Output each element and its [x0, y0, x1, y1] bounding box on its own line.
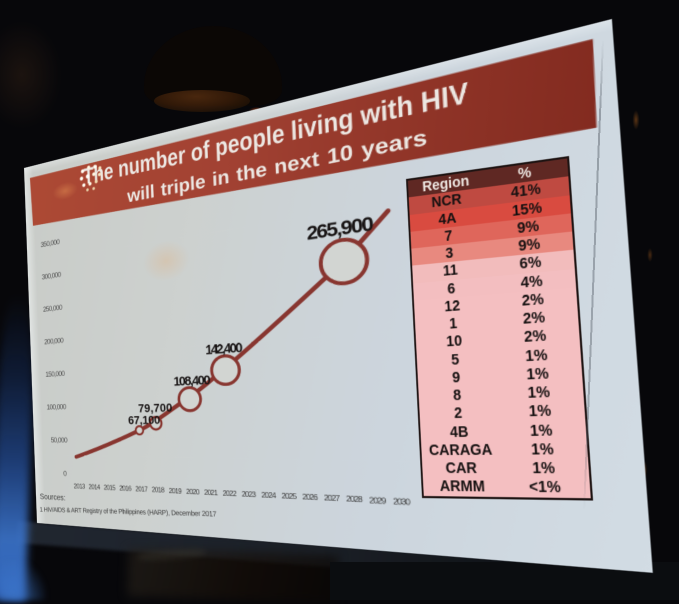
svg-text:50,000: 50,000: [51, 437, 68, 445]
svg-text:2028: 2028: [346, 496, 363, 505]
svg-text:2029: 2029: [369, 497, 387, 507]
svg-text:108,400: 108,400: [173, 374, 211, 390]
svg-text:2019: 2019: [169, 488, 182, 496]
svg-text:79,700: 79,700: [138, 402, 173, 416]
svg-text:100,000: 100,000: [47, 403, 67, 411]
svg-text:2024: 2024: [261, 492, 276, 501]
svg-text:142,400: 142,400: [205, 341, 243, 358]
svg-text:2016: 2016: [119, 486, 132, 494]
svg-text:1 HIV/AIDS & ART Registry of t: 1 HIV/AIDS & ART Registry of the Philipp…: [40, 507, 217, 519]
svg-text:2021: 2021: [204, 489, 218, 497]
svg-text:2014: 2014: [88, 484, 100, 492]
svg-text:2017: 2017: [135, 486, 148, 494]
svg-text:67,100: 67,100: [128, 414, 161, 428]
svg-text:0: 0: [63, 470, 67, 478]
svg-text:2023: 2023: [242, 491, 257, 500]
svg-text:300,000: 300,000: [42, 271, 62, 282]
svg-text:2022: 2022: [222, 490, 237, 499]
svg-text:2030: 2030: [393, 498, 411, 508]
svg-text:200,000: 200,000: [44, 337, 64, 347]
svg-text:2025: 2025: [281, 493, 297, 502]
svg-text:150,000: 150,000: [45, 370, 65, 379]
svg-text:Sources:: Sources:: [40, 493, 66, 502]
svg-text:2026: 2026: [302, 494, 318, 503]
svg-text:2027: 2027: [324, 495, 341, 504]
svg-text:250,000: 250,000: [43, 304, 63, 314]
svg-text:2013: 2013: [74, 484, 86, 491]
svg-text:2020: 2020: [186, 489, 200, 497]
svg-text:2018: 2018: [152, 487, 165, 495]
svg-text:2015: 2015: [104, 485, 116, 493]
svg-text:350,000: 350,000: [40, 238, 60, 249]
